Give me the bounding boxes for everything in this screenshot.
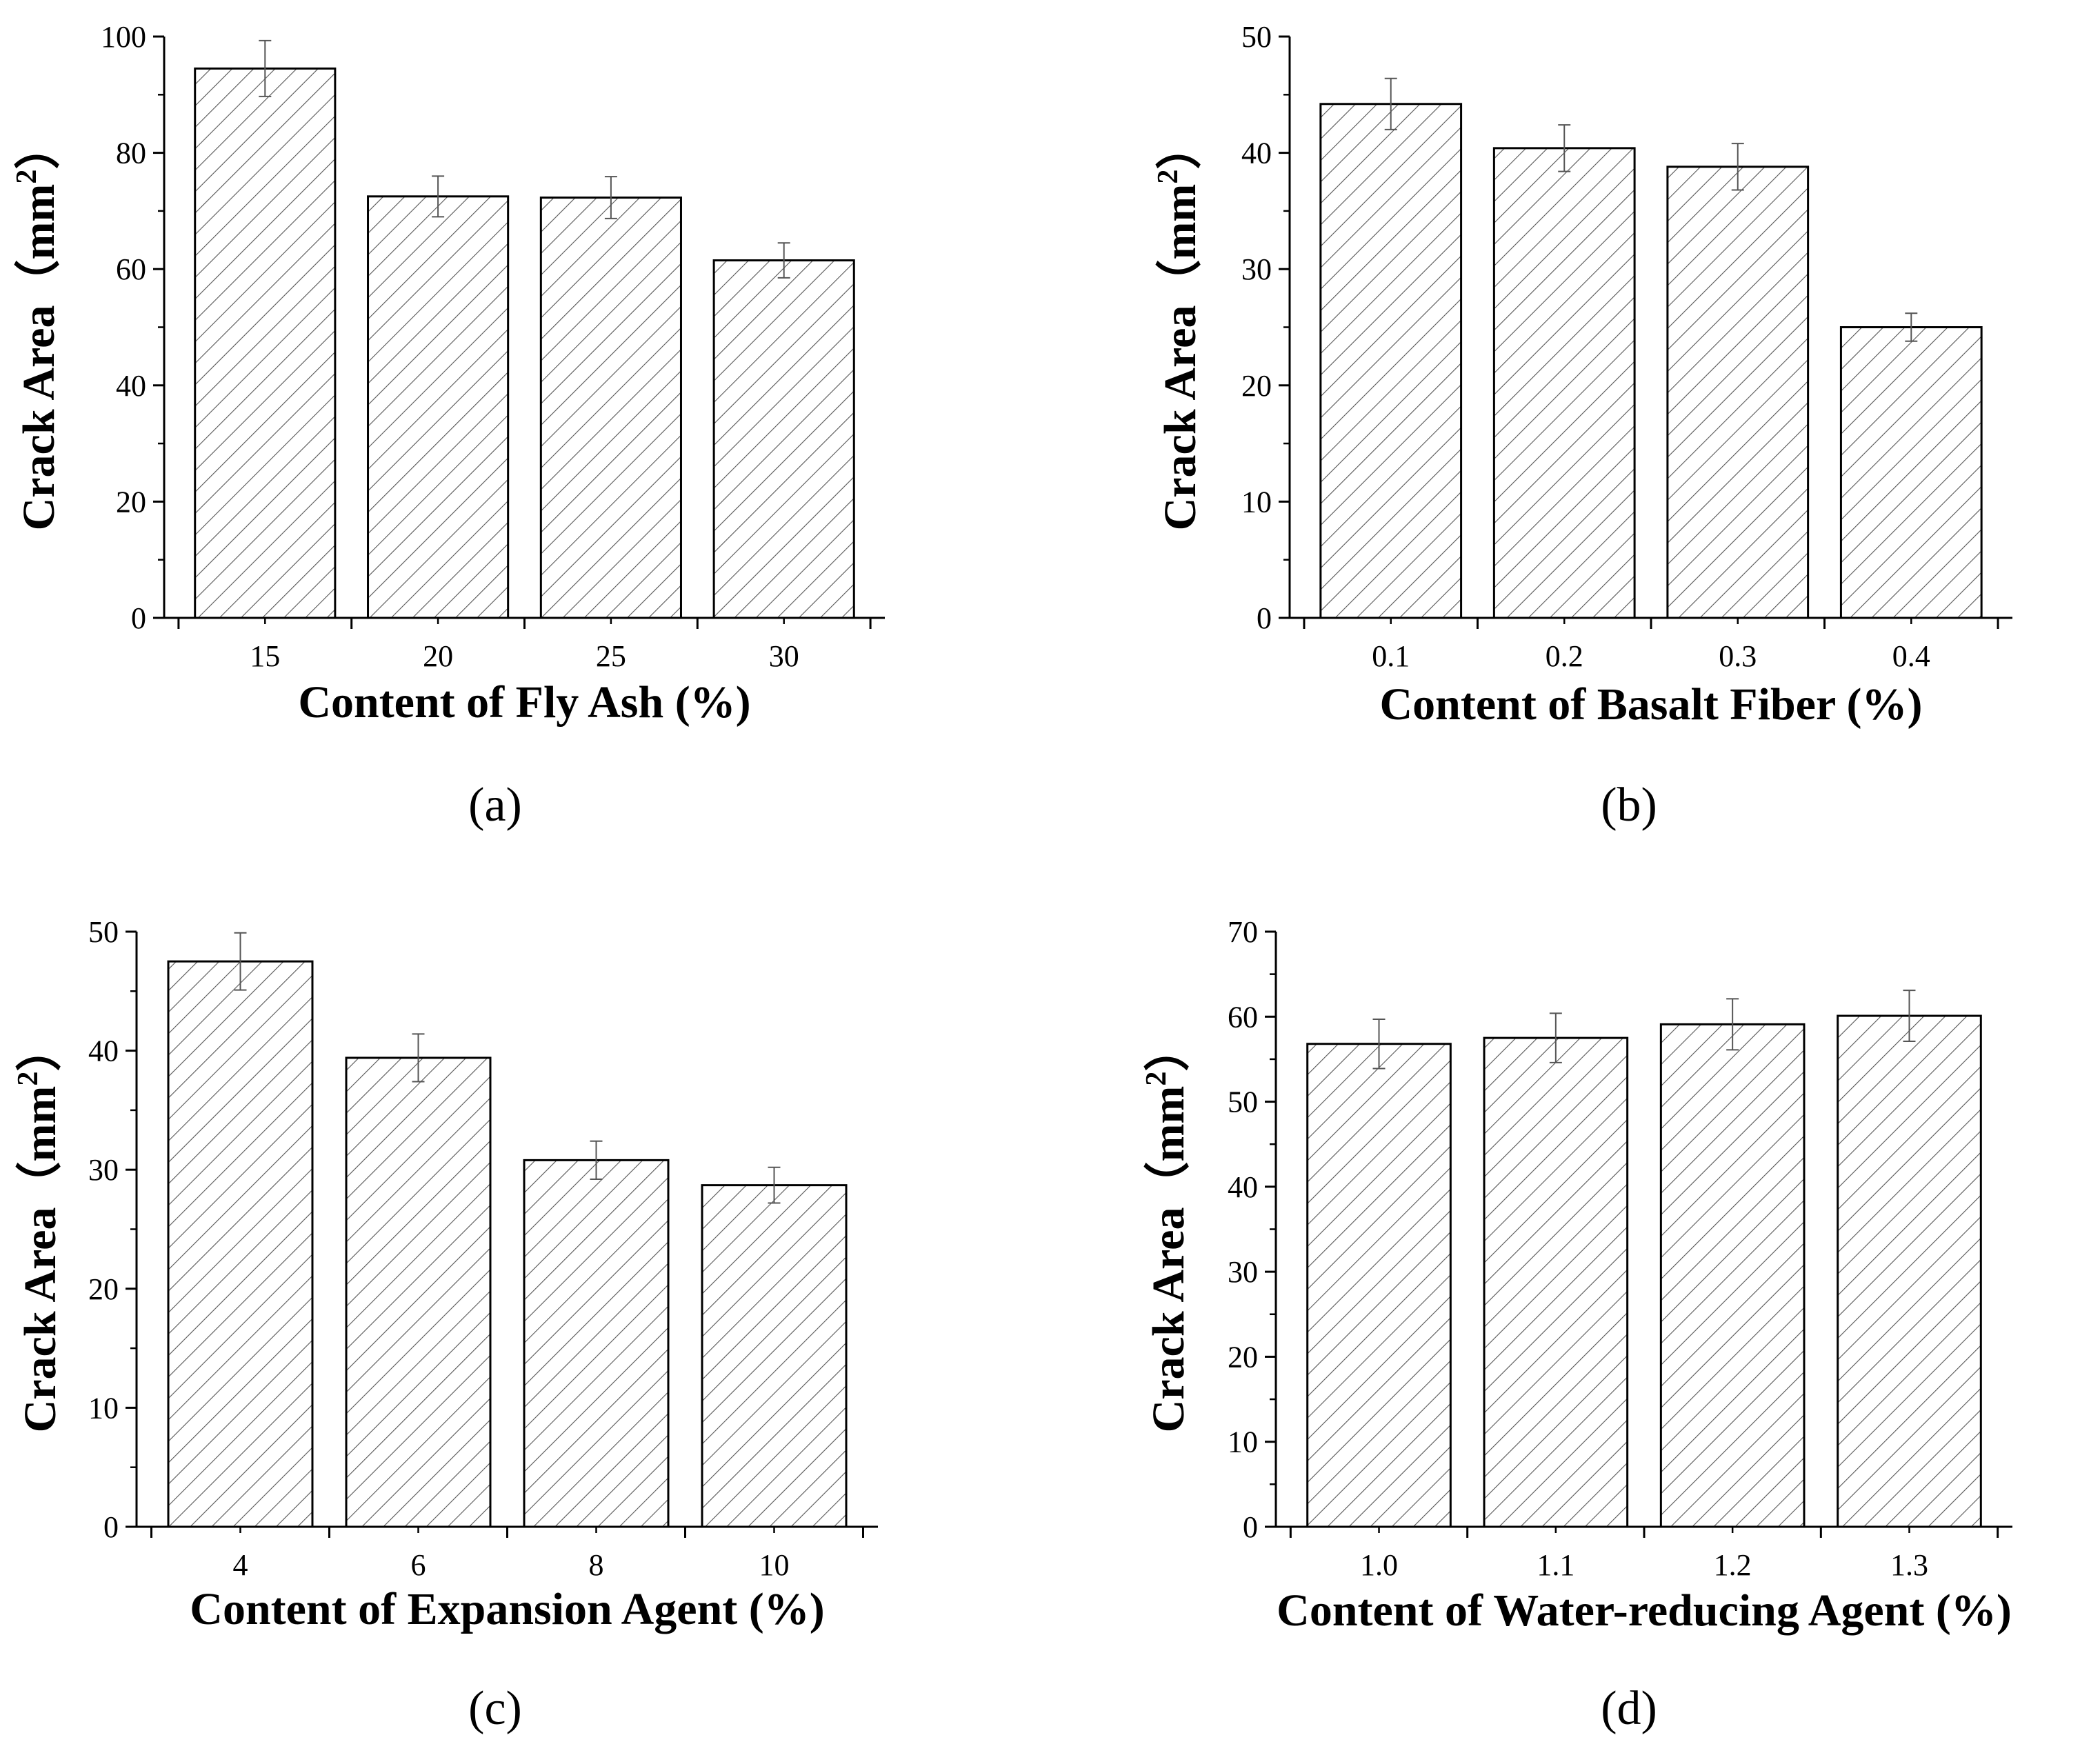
bar [1306, 1043, 1452, 1528]
y-tick-label: 10 [1241, 485, 1272, 519]
bar [1483, 1036, 1629, 1528]
y-tick-label: 60 [116, 252, 146, 286]
y-axis-title-text: Crack Area [15, 1207, 66, 1433]
panel-label: (b) [1601, 779, 1657, 832]
x-tick-label: 15 [250, 639, 280, 673]
y-tick-label: 20 [116, 485, 146, 519]
y-tick-label: 40 [1241, 137, 1272, 170]
y-axis-title: Crack Area（mm2） [12, 1026, 66, 1433]
y-axis-title: Crack Area（mm2） [11, 124, 64, 531]
x-axis-title: Content of Water-reducing Agent (%) [1277, 1585, 2012, 1636]
bar [1666, 166, 1810, 619]
y-axis-title-unit: （mm [1154, 184, 1206, 305]
y-tick-label: 20 [1241, 369, 1272, 403]
panel-label: (a) [468, 779, 522, 832]
y-tick-label: 80 [116, 137, 146, 170]
y-tick-label: 0 [131, 601, 146, 635]
x-tick-label: 8 [589, 1548, 604, 1582]
y-tick-label: 20 [88, 1272, 119, 1306]
x-tick-label: 0.4 [1892, 639, 1930, 673]
bar [1319, 103, 1463, 619]
y-tick-label: 30 [88, 1153, 119, 1187]
y-axis-title-unit: （mm [1143, 1086, 1194, 1207]
x-axis-title: Content of Fly Ash (%) [298, 677, 750, 728]
panel-label: (c) [468, 1682, 522, 1735]
x-tick-label: 6 [411, 1548, 426, 1582]
bar [1492, 147, 1636, 619]
chart-panel-1: 0 20 40 60 80 100 15 20 25 30 Content of Fly Ash (… [11, 20, 885, 832]
x-axis-title: Content of Expansion Agent (%) [190, 1584, 824, 1634]
bar [701, 1184, 848, 1528]
y-axis-title-close: ） [14, 1026, 66, 1072]
x-tick-label: 0.3 [1719, 639, 1757, 673]
x-tick-label: 1.3 [1890, 1548, 1928, 1582]
y-axis-title-sup: 2 [11, 170, 43, 184]
bar [1659, 1023, 1806, 1528]
x-tick-label: 10 [759, 1548, 790, 1582]
y-tick-label: 10 [1228, 1425, 1258, 1459]
x-tick-label: 1.2 [1714, 1548, 1752, 1582]
y-tick-label: 20 [1228, 1340, 1258, 1374]
bar [712, 259, 855, 619]
y-axis-title-sup: 2 [1152, 170, 1184, 184]
y-axis-title: Crack Area（mm2） [1152, 124, 1206, 531]
x-tick-label: 1.0 [1360, 1548, 1398, 1582]
x-tick-label: 1.1 [1537, 1548, 1574, 1582]
x-tick-label: 0.2 [1546, 639, 1583, 673]
y-tick-label: 30 [1241, 252, 1272, 286]
y-tick-label: 0 [1243, 1510, 1258, 1544]
bar [167, 960, 314, 1528]
bar [539, 197, 682, 619]
y-axis-title-close: ） [13, 124, 64, 170]
x-tick-label: 0.1 [1372, 639, 1410, 673]
y-tick-label: 60 [1228, 1000, 1258, 1034]
y-axis-title-unit: （mm [14, 1086, 66, 1207]
bar [194, 67, 337, 619]
chart-panel-2: 0 10 20 30 40 50 0.1 0.2 0.3 0.4 Content of Basalt… [1152, 20, 2012, 832]
y-axis-title-text: Crack Area [14, 305, 64, 531]
y-tick-label: 0 [1257, 601, 1272, 635]
y-axis-title-close: ） [1143, 1026, 1194, 1072]
y-tick-label: 50 [88, 915, 119, 949]
y-axis-title: Crack Area（mm2） [1141, 1026, 1194, 1433]
y-axis-title-text: Crack Area [1143, 1207, 1194, 1433]
x-tick-label: 30 [769, 639, 799, 673]
y-tick-label: 70 [1228, 915, 1258, 949]
panel-label: (d) [1601, 1682, 1657, 1735]
bar [345, 1056, 492, 1528]
y-axis-title-unit: （mm [13, 184, 64, 305]
y-tick-label: 0 [103, 1510, 119, 1544]
y-tick-label: 40 [88, 1034, 119, 1068]
bar [1837, 1014, 1982, 1528]
y-tick-label: 40 [1228, 1170, 1258, 1204]
y-axis-title-sup: 2 [12, 1072, 44, 1086]
bar [1839, 326, 1983, 619]
y-tick-label: 100 [101, 20, 146, 54]
y-tick-label: 50 [1241, 20, 1272, 54]
y-axis-title-text: Crack Area [1155, 305, 1206, 531]
bar [523, 1159, 670, 1528]
x-tick-label: 4 [233, 1548, 248, 1582]
y-tick-label: 10 [88, 1391, 119, 1425]
y-tick-label: 50 [1228, 1085, 1258, 1119]
bar [367, 195, 510, 619]
x-tick-label: 20 [423, 639, 453, 673]
y-axis-title-close: ） [1154, 124, 1206, 170]
y-axis-title-sup: 2 [1141, 1072, 1172, 1086]
y-tick-label: 40 [116, 369, 146, 403]
y-tick-label: 30 [1228, 1255, 1258, 1289]
x-axis-title: Content of Basalt Fiber (%) [1379, 679, 1922, 730]
x-tick-label: 25 [596, 639, 626, 673]
